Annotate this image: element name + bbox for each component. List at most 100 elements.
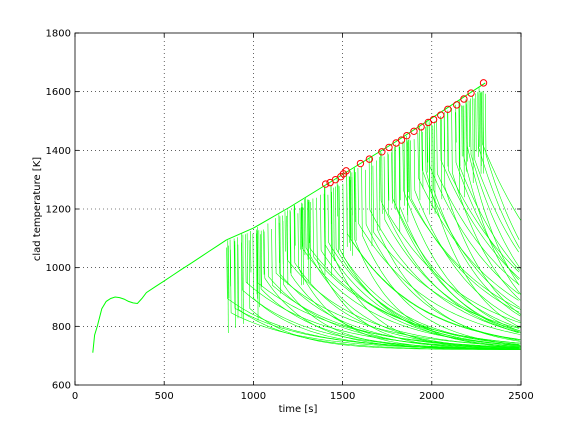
spike-line (391, 149, 393, 204)
spike-line (458, 102, 460, 194)
x-tick-label: 1500 (330, 391, 355, 402)
spike-line (426, 121, 428, 173)
cooldown-curve (451, 107, 521, 301)
y-axis-label: clad temperature [K] (32, 157, 43, 261)
spike-line (289, 210, 291, 274)
axis-ticks (74, 32, 522, 386)
spike-line (336, 178, 338, 217)
grid-lines (75, 33, 521, 385)
spike-line (301, 203, 304, 247)
spike-line (228, 245, 230, 299)
burst-marker (403, 131, 411, 140)
cooldown-curve (443, 114, 521, 315)
cooldown-curve (376, 160, 521, 342)
spike-line (278, 214, 280, 263)
spike-line (284, 211, 286, 252)
cooldown-curve (466, 104, 520, 286)
cooldown-curve (470, 98, 521, 269)
x-tick-label: 2000 (419, 391, 444, 402)
spike-line (256, 231, 258, 299)
spike-line (294, 205, 296, 246)
cooldown-curve (372, 165, 520, 329)
spike-line (379, 156, 381, 231)
spike-line (237, 237, 239, 319)
spike-line (463, 105, 465, 198)
spike-line (461, 105, 463, 157)
cooldown-curve (391, 152, 520, 328)
spike-line (227, 240, 229, 333)
x-tick-label: 1000 (241, 391, 266, 402)
spike-line (407, 142, 409, 223)
spike-line (480, 91, 482, 166)
cooldown-curve (417, 132, 519, 301)
spike-line (308, 201, 310, 243)
burst-marker (479, 79, 488, 87)
spike-line (468, 100, 470, 147)
burst-marker (417, 123, 425, 131)
cooldown-curve (290, 211, 520, 350)
spike-line (431, 124, 433, 209)
burst-marker (444, 105, 452, 113)
spike-line (260, 230, 263, 287)
cooldown-curve (353, 168, 520, 348)
spike-line (371, 157, 373, 247)
spike-line (354, 167, 356, 223)
spike-line (293, 204, 295, 250)
cooldown-curve (481, 92, 521, 221)
heatup-line (92, 239, 227, 353)
spike-line (229, 239, 231, 287)
cooldown-curve (473, 98, 519, 253)
spike-line (482, 91, 484, 174)
cooldown-curve (316, 197, 520, 350)
burst-marker (437, 111, 445, 119)
spike-line (307, 199, 309, 260)
cooldown-curve (432, 125, 521, 317)
spike-line (478, 87, 480, 147)
spike-line (346, 172, 348, 247)
spike-line (287, 210, 289, 285)
cooldown-curve (368, 158, 521, 333)
spike-line (337, 184, 339, 253)
cooldown-curve (357, 167, 521, 335)
cooldown-curve (398, 143, 519, 334)
spike-line (440, 119, 443, 200)
spike-line (349, 176, 351, 251)
spike-line (381, 152, 383, 214)
burst-marker (342, 167, 350, 175)
spike-line (299, 208, 301, 250)
spike-line (407, 139, 409, 193)
cooldown-curve (380, 151, 519, 333)
burst-marker (467, 89, 475, 97)
spike-line (466, 98, 468, 162)
spike-line (279, 216, 281, 294)
cooldown-curve (440, 116, 520, 279)
x-tick-label: 0 (72, 391, 78, 402)
spike-line (428, 122, 431, 215)
x-tick-label: 500 (155, 391, 174, 402)
spike-line (480, 92, 482, 174)
burst-marker (460, 95, 468, 103)
burst-marker (397, 136, 406, 144)
spike-line (263, 229, 265, 275)
cooldown-curve (365, 169, 520, 341)
spike-line (403, 140, 405, 206)
y-tick-label: 1200 (46, 205, 71, 216)
spike-line (257, 227, 259, 321)
envelope-line (226, 82, 486, 241)
spike-line (241, 233, 243, 319)
x-axis-label: time [s] (279, 404, 318, 415)
spike-line (304, 198, 306, 256)
burst-marker (356, 159, 365, 168)
cooldown-curve (436, 117, 519, 285)
spike-line (309, 202, 312, 283)
plot-area (74, 32, 522, 386)
spike-line (300, 207, 303, 286)
spike-line (258, 230, 260, 308)
spike-line (282, 215, 284, 265)
spike-line (426, 124, 429, 163)
spike-line (475, 93, 477, 152)
spike-line (472, 95, 474, 184)
y-tick-label: 600 (52, 381, 71, 392)
spike-line (250, 230, 252, 273)
